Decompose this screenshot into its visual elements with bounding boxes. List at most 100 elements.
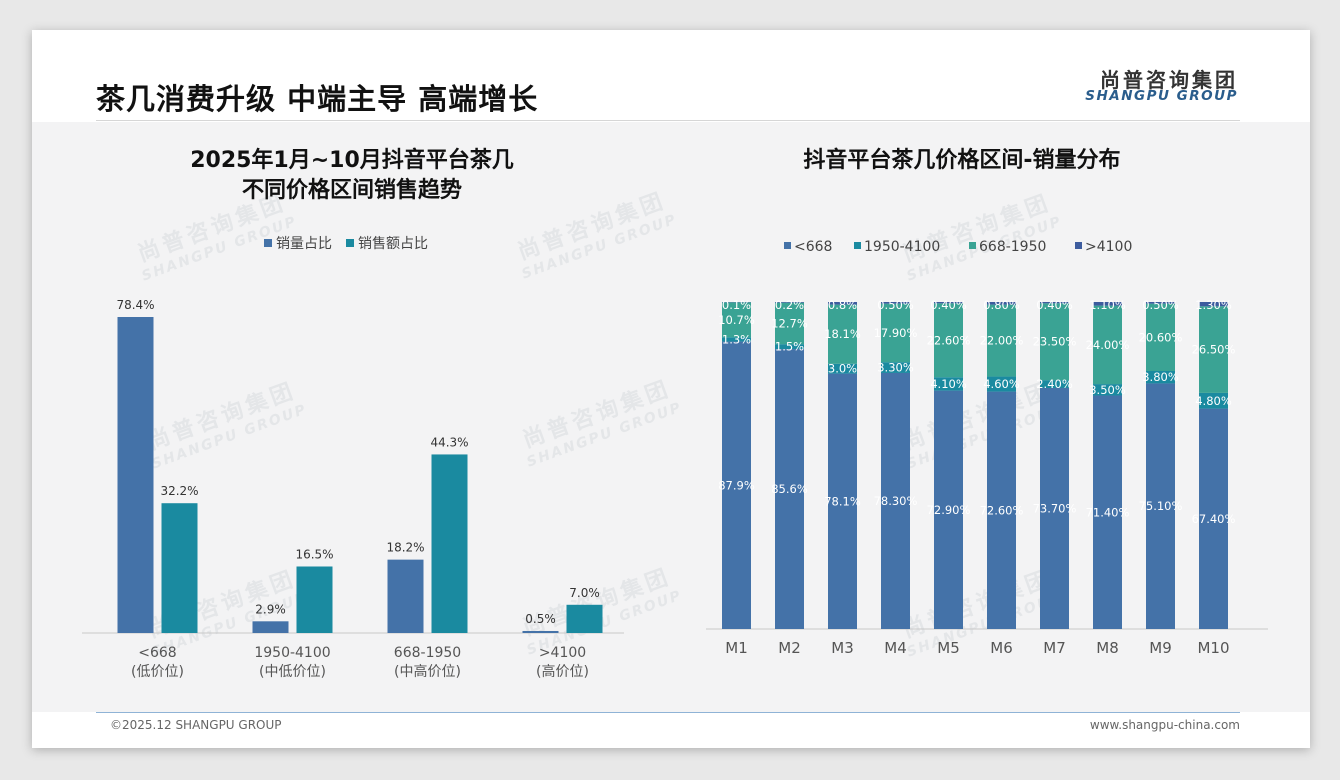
data-label: 18.1% bbox=[824, 327, 861, 341]
x-tick-label: M6 bbox=[990, 639, 1013, 657]
x-tick-sublabel: (高价位) bbox=[536, 663, 589, 680]
stacked-bar-segment bbox=[987, 302, 1016, 305]
page-title: 茶几消费升级 中端主导 高端增长 bbox=[96, 82, 539, 116]
data-label: 0.50% bbox=[877, 298, 914, 312]
bar bbox=[566, 604, 603, 633]
data-label: 3.80% bbox=[1142, 370, 1179, 384]
stacked-bar-segment bbox=[1199, 392, 1228, 409]
data-label: 1.5% bbox=[775, 340, 804, 354]
data-label: 22.00% bbox=[980, 334, 1024, 348]
data-label: 75.10% bbox=[1139, 499, 1183, 513]
stacked-bar-segment bbox=[1040, 388, 1069, 629]
data-label: 4.80% bbox=[1195, 394, 1232, 408]
stacked-bar-segment bbox=[775, 344, 804, 350]
stacked-bar-segment bbox=[1146, 383, 1175, 629]
data-label: 1.10% bbox=[1089, 298, 1126, 312]
slide: 茶几消费升级 中端主导 高端增长 尚普咨询集团 SHANGPU GROUP 尚普… bbox=[32, 30, 1310, 748]
stacked-bar-segment bbox=[1199, 408, 1228, 629]
data-label: 0.8% bbox=[828, 298, 857, 312]
bar bbox=[431, 454, 468, 633]
data-label: 71.40% bbox=[1086, 505, 1130, 519]
stacked-bar-segment bbox=[1199, 306, 1228, 393]
bar bbox=[387, 559, 424, 633]
data-label: 0.80% bbox=[983, 298, 1020, 312]
data-label: 10.7% bbox=[718, 313, 755, 327]
x-tick-label: >4100 bbox=[539, 645, 586, 661]
x-tick-sublabel: (中高价位) bbox=[394, 663, 461, 680]
stacked-bar-segment bbox=[1146, 303, 1175, 371]
data-label: 1.3% bbox=[722, 332, 751, 346]
x-tick-label: 668-1950 bbox=[394, 645, 461, 661]
data-label: 18.2% bbox=[386, 541, 424, 555]
data-label: 3.50% bbox=[1089, 383, 1126, 397]
legend-swatch bbox=[346, 239, 354, 247]
data-label: 0.2% bbox=[775, 298, 804, 312]
data-label: 0.50% bbox=[1142, 298, 1179, 312]
stacked-bar-segment bbox=[881, 302, 910, 304]
legend-swatch bbox=[1075, 242, 1082, 249]
stacked-bar-segment bbox=[828, 363, 857, 374]
legend-swatch bbox=[854, 242, 861, 249]
data-label: 72.90% bbox=[927, 503, 971, 517]
copyright-text: ©2025.12 SHANGPU GROUP bbox=[110, 718, 282, 732]
data-label: 0.5% bbox=[525, 612, 556, 626]
legend-swatch bbox=[264, 239, 272, 247]
data-label: 85.6% bbox=[771, 482, 808, 496]
data-label: 32.2% bbox=[160, 484, 198, 498]
x-tick-sublabel: (低价位) bbox=[131, 664, 184, 680]
bar bbox=[161, 503, 198, 633]
stacked-bar-segment bbox=[934, 303, 963, 378]
data-label: 0.40% bbox=[1036, 298, 1073, 312]
x-tick-label: M2 bbox=[778, 639, 801, 657]
data-label: 44.3% bbox=[430, 435, 468, 449]
data-label: 17.90% bbox=[874, 326, 918, 340]
data-label: 4.60% bbox=[983, 377, 1020, 391]
data-label: 3.0% bbox=[828, 362, 857, 376]
stacked-bar-segment bbox=[934, 377, 963, 391]
x-tick-label: M5 bbox=[937, 639, 960, 657]
x-tick-label: 1950-4100 bbox=[254, 645, 330, 661]
stacked-bar-segment bbox=[881, 303, 910, 363]
right-chart-title: 抖音平台茶几价格区间-销量分布 bbox=[803, 148, 1121, 173]
stacked-bar-segment bbox=[775, 302, 804, 303]
data-label: 78.1% bbox=[824, 494, 861, 508]
bar bbox=[296, 566, 333, 633]
data-label: 20.60% bbox=[1139, 330, 1183, 344]
bar bbox=[522, 630, 559, 633]
stacked-bar-segment bbox=[1040, 303, 1069, 381]
stacked-bar-segment bbox=[722, 302, 751, 338]
data-label: 24.00% bbox=[1086, 338, 1130, 352]
stacked-bar-segment bbox=[722, 337, 751, 342]
x-tick-label: M8 bbox=[1096, 639, 1119, 657]
x-tick-label: <668 bbox=[138, 645, 176, 661]
stacked-bar-segment bbox=[987, 304, 1016, 377]
x-tick-label: M1 bbox=[725, 639, 748, 657]
legend-label: >4100 bbox=[1085, 239, 1132, 255]
legend-label: 668-1950 bbox=[979, 239, 1046, 255]
brand-logo-en: SHANGPU GROUP bbox=[1085, 88, 1238, 104]
price-range-bar-chart: 销量占比 销售额占比 78.4% 32.2% <668 (低价位) 2.9% 16.5% 195… bbox=[82, 236, 624, 680]
data-label: 0.1% bbox=[722, 298, 751, 312]
data-label: 23.50% bbox=[1033, 335, 1077, 349]
data-label: 2.40% bbox=[1036, 377, 1073, 391]
data-label: 67.40% bbox=[1192, 512, 1236, 526]
left-chart-title: 2025年1月~10月抖音平台茶几 不同价格区间销售趋势 bbox=[92, 146, 612, 206]
stacked-bar-segment bbox=[1093, 305, 1122, 385]
legend-label: <668 bbox=[794, 239, 832, 255]
x-tick-label: M7 bbox=[1043, 639, 1066, 657]
x-tick-sublabel: (中低价位) bbox=[259, 664, 326, 680]
x-tick-label: M4 bbox=[884, 639, 907, 657]
stacked-bar-segment bbox=[1093, 384, 1122, 396]
data-label: 12.7% bbox=[771, 316, 808, 330]
data-label: 2.9% bbox=[255, 602, 286, 616]
data-label: 26.50% bbox=[1192, 343, 1236, 357]
header-divider bbox=[96, 120, 1240, 121]
stacked-bar-segment bbox=[775, 302, 804, 345]
brand-logo-cn: 尚普咨询集团 bbox=[1100, 68, 1238, 92]
legend-label: 销售额占比 bbox=[358, 236, 428, 252]
data-label: 72.60% bbox=[980, 503, 1024, 517]
x-tick-label: M10 bbox=[1197, 639, 1229, 657]
stacked-bar-segment bbox=[722, 341, 751, 629]
stacked-bar-segment bbox=[828, 304, 857, 364]
bar bbox=[252, 621, 289, 633]
